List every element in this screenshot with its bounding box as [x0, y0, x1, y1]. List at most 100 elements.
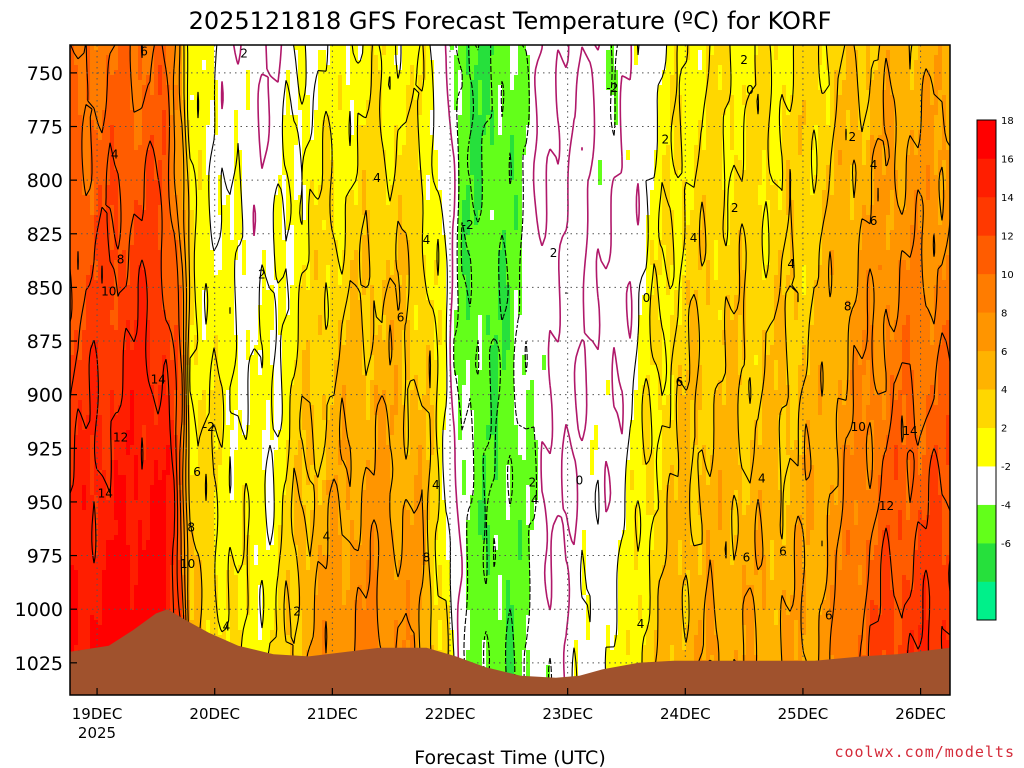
field-cell	[202, 550, 206, 555]
field-cell	[90, 575, 94, 580]
field-cell	[82, 240, 86, 245]
field-cell	[198, 415, 202, 420]
field-cell	[134, 145, 138, 150]
field-cell	[166, 560, 170, 565]
field-cell	[126, 90, 130, 95]
field-cell	[206, 120, 210, 125]
field-cell	[198, 85, 202, 90]
field-cell	[126, 75, 130, 80]
field-cell	[74, 235, 78, 240]
field-cell	[86, 610, 90, 615]
field-cell	[74, 200, 78, 205]
field-cell	[82, 625, 86, 630]
field-cell	[82, 580, 86, 585]
field-cell	[110, 400, 114, 405]
field-cell	[82, 375, 86, 380]
field-cell	[90, 625, 94, 630]
field-cell	[150, 315, 154, 320]
field-cell	[118, 625, 122, 630]
field-cell	[142, 610, 146, 615]
field-cell	[202, 200, 206, 205]
field-cell	[126, 480, 130, 485]
field-cell	[122, 625, 126, 630]
field-cell	[90, 300, 94, 305]
field-cell	[74, 215, 78, 220]
field-cell	[170, 305, 174, 310]
field-cell	[138, 385, 142, 390]
field-cell	[146, 570, 150, 575]
field-cell	[90, 220, 94, 225]
field-cell	[86, 575, 90, 580]
field-cell	[106, 585, 110, 590]
field-cell	[162, 260, 166, 265]
field-cell	[190, 615, 194, 620]
field-cell	[114, 480, 118, 485]
field-cell	[206, 245, 210, 250]
field-cell	[206, 575, 210, 580]
field-cell	[78, 580, 82, 585]
field-cell	[170, 245, 174, 250]
field-cell	[106, 615, 110, 620]
field-cell	[126, 355, 130, 360]
field-cell	[82, 390, 86, 395]
field-cell	[126, 390, 130, 395]
field-cell	[118, 65, 122, 70]
field-cell	[134, 530, 138, 535]
field-cell	[82, 245, 86, 250]
field-cell	[134, 255, 138, 260]
field-cell	[130, 150, 134, 155]
field-cell	[162, 80, 166, 85]
field-cell	[150, 255, 154, 260]
field-cell	[110, 55, 114, 60]
field-cell	[118, 460, 122, 465]
field-cell	[142, 515, 146, 520]
field-cell	[86, 245, 90, 250]
field-cell	[110, 195, 114, 200]
field-cell	[170, 410, 174, 415]
field-cell	[98, 315, 102, 320]
field-cell	[162, 115, 166, 120]
field-cell	[134, 535, 138, 540]
field-cell	[114, 220, 118, 225]
field-cell	[82, 615, 86, 620]
field-cell	[202, 135, 206, 140]
field-cell	[134, 455, 138, 460]
field-cell	[134, 80, 138, 85]
field-cell	[118, 320, 122, 325]
field-cell	[154, 390, 158, 395]
field-cell	[146, 480, 150, 485]
field-cell	[134, 235, 138, 240]
field-cell	[162, 515, 166, 520]
field-cell	[106, 635, 110, 640]
field-cell	[154, 195, 158, 200]
field-cell	[190, 270, 194, 275]
field-cell	[110, 250, 114, 255]
field-cell	[98, 545, 102, 550]
field-cell	[126, 400, 130, 405]
field-cell	[198, 385, 202, 390]
field-cell	[206, 355, 210, 360]
field-cell	[186, 465, 190, 470]
field-cell	[138, 235, 142, 240]
field-cell	[90, 290, 94, 295]
field-cell	[114, 450, 118, 455]
field-cell	[114, 300, 118, 305]
field-cell	[142, 505, 146, 510]
field-cell	[118, 280, 122, 285]
field-cell	[154, 65, 158, 70]
field-cell	[126, 125, 130, 130]
field-cell	[102, 215, 106, 220]
field-cell	[138, 110, 142, 115]
field-cell	[126, 220, 130, 225]
field-cell	[190, 100, 194, 105]
field-cell	[130, 410, 134, 415]
field-cell	[86, 545, 90, 550]
field-cell	[202, 155, 206, 160]
field-cell	[186, 240, 190, 245]
field-cell	[202, 505, 206, 510]
field-cell	[114, 110, 118, 115]
field-cell	[170, 515, 174, 520]
field-cell	[154, 590, 158, 595]
field-cell	[154, 435, 158, 440]
field-cell	[74, 495, 78, 500]
